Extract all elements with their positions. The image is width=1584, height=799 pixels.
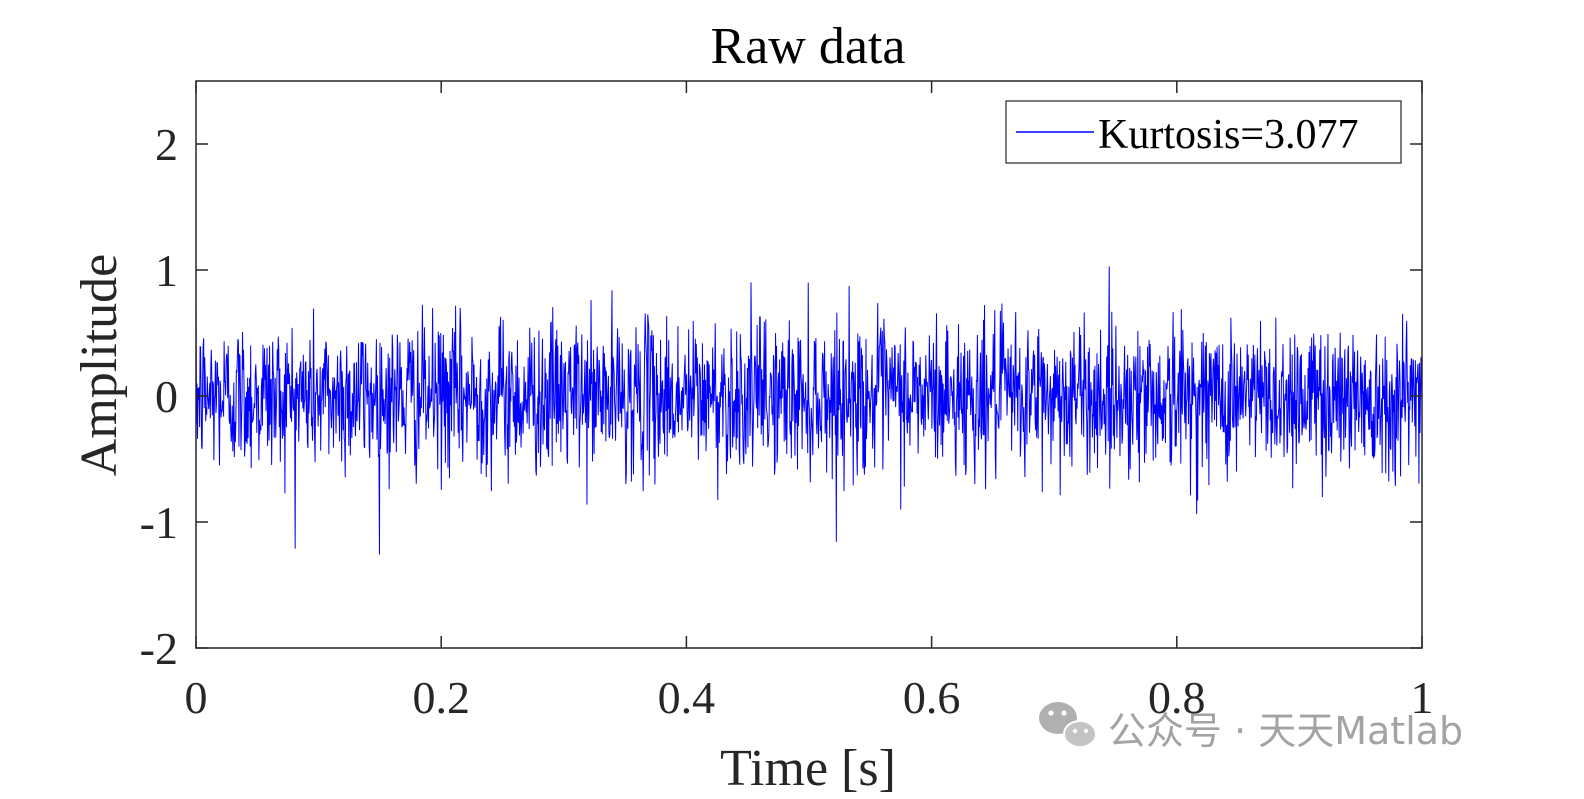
x-tick-label: 0 xyxy=(185,672,208,723)
x-axis-label: Time [s] xyxy=(720,740,896,797)
x-tick-label: 0.4 xyxy=(658,672,716,723)
y-axis-label: Amplitude xyxy=(71,254,128,476)
y-tick-label: -2 xyxy=(140,623,178,674)
y-tick-label: 0 xyxy=(155,371,178,422)
axes-box xyxy=(195,80,1423,649)
x-tick-label: 0.6 xyxy=(903,672,961,723)
x-tick-label: 0.2 xyxy=(412,672,470,723)
watermark-text: 公众号 · 天天Matlab xyxy=(1108,709,1463,753)
y-axis: -2 -1 0 1 2 xyxy=(140,119,1422,674)
wechat-icon xyxy=(1039,702,1097,748)
y-tick-label: -1 xyxy=(140,497,178,548)
y-tick-label: 1 xyxy=(155,245,178,296)
legend-label-signal: Kurtosis=3.077 xyxy=(1098,112,1359,158)
plot-area xyxy=(195,266,1423,555)
x-tick-label: 0.8 xyxy=(1148,672,1206,723)
x-tick-label: 1 xyxy=(1411,672,1434,723)
legend: Kurtosis=3.077 xyxy=(1005,100,1402,164)
x-axis: 0 0.2 0.4 0.6 0.8 1 xyxy=(185,81,1434,723)
series-line-signal xyxy=(195,266,1423,555)
chart-title: Raw data xyxy=(711,18,906,75)
y-tick-label: 2 xyxy=(155,119,178,170)
watermark: 公众号 · 天天Matlab xyxy=(1039,702,1463,753)
